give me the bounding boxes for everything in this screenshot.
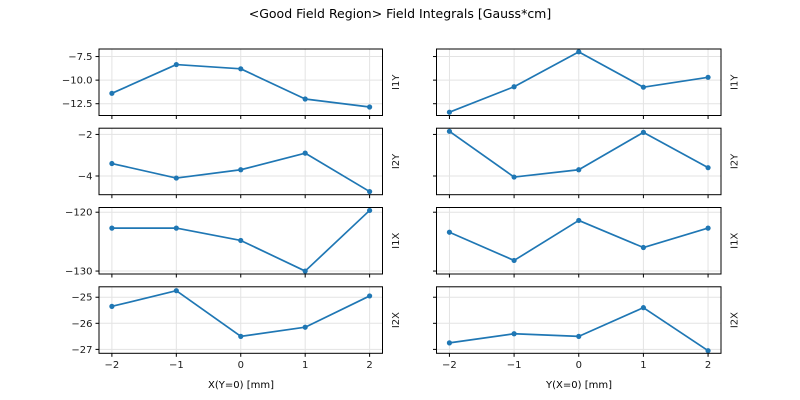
data-point [640, 129, 647, 135]
y-tick-label: −120 [65, 208, 92, 219]
x-tick-label: 0 [238, 360, 244, 371]
data-point [302, 96, 308, 102]
data-point [173, 61, 179, 68]
data-point [446, 340, 453, 346]
subplot-I1Y-vs-x: −7.5 −10.0 −12.5 I1Y [62, 48, 402, 119]
data-point [446, 109, 453, 115]
data-point [109, 303, 115, 309]
x-tick-label: −2 [105, 360, 120, 371]
row-label-I2X: I2X [391, 312, 402, 328]
row-label-I1Y: I1Y [730, 74, 741, 90]
data-point [109, 160, 115, 167]
data-point [367, 207, 373, 214]
row-label-I2Y: I2Y [730, 153, 741, 169]
x-tick-label: −1 [507, 360, 522, 371]
data-point [705, 348, 711, 354]
data-point [576, 217, 582, 224]
row-label-I2Y: I2Y [391, 153, 402, 169]
data-point [705, 74, 711, 80]
data-point [302, 150, 308, 156]
y-tick-label: −7.5 [68, 52, 92, 63]
data-point [640, 244, 647, 251]
data-point [511, 257, 517, 264]
subplot-I1Y-vs-y: I1Y [433, 48, 741, 119]
data-point [173, 225, 179, 231]
data-point [238, 237, 244, 244]
data-point [238, 66, 244, 72]
x-tick-label: 1 [302, 360, 308, 371]
x-tick-label: 2 [366, 360, 372, 371]
data-point [367, 293, 373, 299]
data-point [576, 167, 582, 173]
data-point [576, 49, 582, 55]
data-point [640, 305, 647, 311]
data-point [367, 104, 373, 110]
data-point [511, 174, 517, 180]
y-tick-label: −25 [71, 293, 92, 304]
y-tick-label: −27 [71, 345, 92, 356]
x-tick-label: 0 [576, 360, 582, 371]
subplot-I2Y-vs-x: −2 −4 I2Y [78, 127, 402, 199]
data-point [446, 128, 453, 134]
data-point [302, 268, 308, 274]
subplot-I1X-vs-y: I1X [433, 207, 741, 278]
x-tick-label: −2 [442, 360, 457, 371]
subplot-I2Y-vs-y: I2Y [433, 127, 741, 199]
data-point [173, 175, 179, 181]
data-point [367, 188, 373, 195]
x-tick-label: 1 [640, 360, 646, 371]
chart-title: <Good Field Region> Field Integrals [Gau… [248, 6, 552, 21]
data-point [109, 225, 115, 231]
subplot-I1X-vs-x: −120 −130 I1X [65, 207, 402, 278]
x-tick-label: 2 [705, 360, 711, 371]
data-point [109, 90, 115, 96]
data-point [511, 84, 517, 90]
row-label-I1Y: I1Y [391, 74, 402, 90]
row-label-I2X: I2X [730, 312, 741, 328]
data-point [640, 84, 647, 90]
subplot-I2X-vs-x: −25 −26 −27 −2 −1 0 1 2 I2X [71, 286, 402, 371]
y-tick-label: −26 [71, 319, 92, 330]
y-tick-label: −4 [78, 171, 93, 182]
y-tick-label: −12.5 [62, 99, 93, 110]
data-point [576, 333, 582, 339]
data-point [705, 225, 711, 231]
data-point [705, 165, 711, 171]
y-tick-label: −10.0 [62, 76, 93, 87]
row-label-I1X: I1X [730, 233, 741, 249]
data-point [238, 333, 244, 339]
x-tick-label: −1 [169, 360, 184, 371]
y-tick-label: −2 [78, 130, 93, 141]
row-label-I1X: I1X [391, 233, 402, 249]
x-axis-label-right: Y(X=0) [mm] [546, 380, 612, 391]
data-point [446, 229, 453, 235]
data-point [173, 288, 179, 294]
y-tick-label: −130 [65, 267, 92, 278]
data-point [511, 331, 517, 337]
data-point [238, 167, 244, 173]
subplot-I2X-vs-y: −2 −1 0 1 2 I2X [433, 286, 741, 371]
x-axis-label-left: X(Y=0) [mm] [208, 380, 274, 391]
data-point [302, 324, 308, 330]
